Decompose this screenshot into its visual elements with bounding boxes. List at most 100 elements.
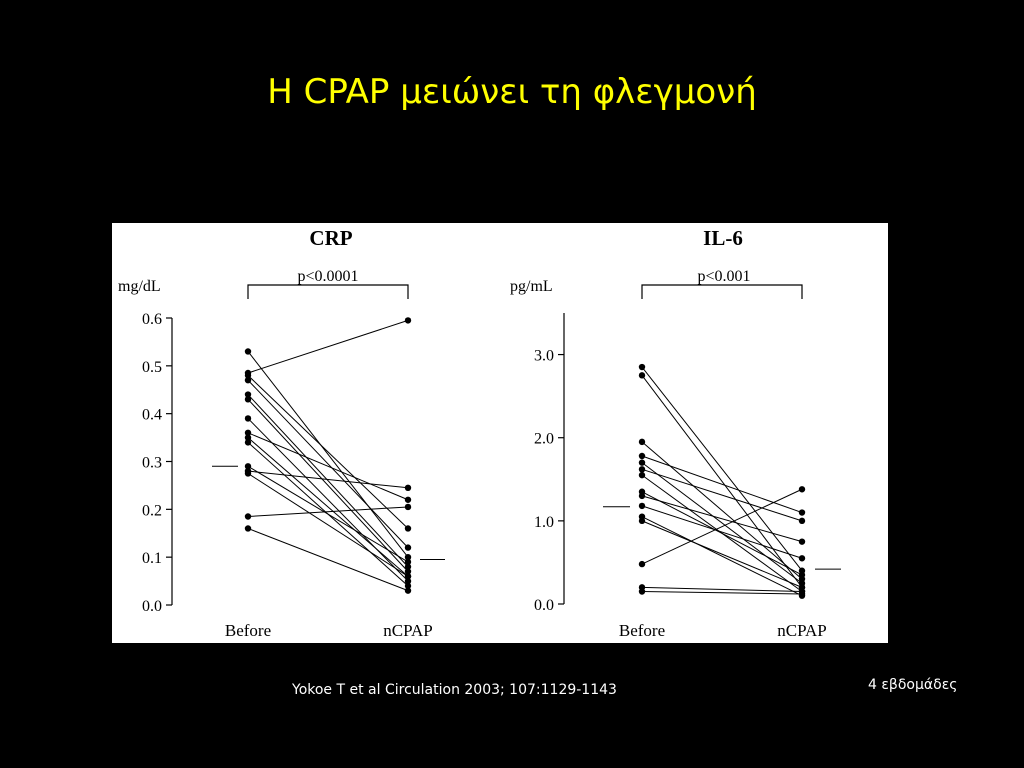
before-point [244, 372, 252, 379]
after-point [404, 503, 412, 511]
after-point [404, 563, 412, 570]
y-tick-label: 0.0 [142, 598, 162, 615]
after-point [404, 553, 412, 561]
before-point [638, 372, 646, 379]
subject-line [641, 375, 803, 588]
subject-line [641, 462, 803, 584]
after-point [404, 577, 412, 585]
chart-0-group: CRP mg/dL p<0.0001 0.0 0.1 0.2 0.3 0.4 0.5 0.6 Bef… [118, 226, 445, 640]
subject-line [641, 505, 803, 559]
before-point [638, 438, 646, 446]
y-tick-label: 2.0 [534, 431, 554, 448]
after-point [798, 517, 806, 525]
before-point [638, 492, 646, 500]
subject-line [641, 591, 803, 595]
before-point [244, 470, 252, 477]
after-point [404, 573, 412, 580]
chart-1-group: IL-6 pg/mL p<0.001 0.0 1.0 2.0 3.0 Before nCPAP [510, 226, 841, 640]
subject-line [641, 586, 803, 593]
subject-line [641, 468, 803, 522]
y-tick-label: 0.4 [142, 407, 162, 424]
before-point [244, 429, 252, 436]
y-tick-label: 1.0 [534, 514, 554, 531]
significance-label: p<0.001 [697, 268, 750, 285]
subject-line [247, 528, 409, 592]
subject-line [641, 441, 803, 580]
before-point [638, 471, 646, 479]
before-point [638, 502, 646, 510]
before-point [244, 396, 252, 403]
subject-line [641, 495, 803, 543]
after-point [798, 486, 806, 493]
after-point [798, 571, 806, 579]
subject-line [641, 455, 803, 514]
subject-line [247, 432, 409, 501]
after-point [798, 509, 806, 516]
subject-line [247, 319, 409, 374]
subject-line [247, 398, 409, 572]
after-point [798, 538, 806, 545]
subject-line [247, 375, 409, 529]
before-point [244, 513, 252, 520]
figure-panel: CRP mg/dL p<0.0001 0.0 0.1 0.2 0.3 0.4 0.5 0.6 Bef… [112, 223, 888, 643]
before-point [244, 434, 252, 441]
subject-line [641, 516, 803, 597]
after-point [404, 544, 412, 551]
after-point [404, 558, 412, 566]
before-point [244, 439, 252, 446]
after-point [404, 568, 412, 575]
x-category-label: nCPAP [383, 621, 432, 640]
before-point [638, 517, 646, 525]
subject-line [247, 473, 409, 577]
before-point [244, 391, 252, 398]
y-tick-label: 0.2 [142, 502, 162, 519]
after-point [404, 496, 412, 503]
chart-figure: CRP mg/dL p<0.0001 0.0 0.1 0.2 0.3 0.4 0.5 0.6 Bef… [118, 226, 841, 640]
duration-note: 4 εβδομάδες [868, 677, 958, 693]
subject-line [247, 465, 409, 563]
significance-bracket [247, 284, 409, 299]
y-tick-label: 0.6 [142, 311, 162, 328]
y-axis-label: pg/mL [510, 278, 553, 295]
x-category-label: Before [619, 621, 665, 640]
before-point [638, 466, 646, 473]
y-tick-label: 0.3 [142, 455, 162, 472]
subject-line [641, 366, 803, 572]
subject-line [641, 491, 803, 576]
x-category-label: nCPAP [777, 621, 826, 640]
subject-line [247, 379, 409, 548]
subject-line [247, 351, 409, 558]
subject-line [641, 520, 803, 588]
chart-title: IL-6 [703, 226, 743, 250]
before-point [244, 415, 252, 422]
after-point [404, 587, 412, 594]
before-point [638, 363, 646, 371]
before-point [244, 525, 252, 532]
significance-label: p<0.0001 [297, 268, 358, 285]
before-point [244, 348, 252, 355]
after-point [404, 317, 412, 324]
x-category-label: Before [225, 621, 271, 640]
y-tick-label: 3.0 [534, 348, 554, 365]
before-point [638, 588, 646, 595]
after-point [798, 590, 806, 598]
subject-line [247, 418, 409, 582]
citation: Yokoe T et al Circulation 2003; 107:1129… [292, 682, 617, 698]
slide-title: Η CPAP μειώνει τη φλεγμονή [267, 72, 757, 112]
y-tick-label: 0.5 [142, 359, 162, 376]
before-point [638, 452, 646, 460]
after-point [798, 555, 806, 562]
after-point [404, 525, 412, 532]
y-tick-label: 0.1 [142, 550, 162, 567]
before-point [638, 459, 646, 466]
before-point [244, 376, 252, 384]
subject-line [247, 437, 409, 577]
before-point [244, 463, 252, 470]
subject-line [247, 506, 409, 518]
subject-line [247, 394, 409, 568]
after-point [404, 484, 412, 492]
before-point [638, 560, 646, 568]
significance-bracket [641, 284, 803, 299]
y-tick-label: 0.0 [534, 597, 554, 614]
y-axis-label: mg/dL [118, 278, 161, 295]
